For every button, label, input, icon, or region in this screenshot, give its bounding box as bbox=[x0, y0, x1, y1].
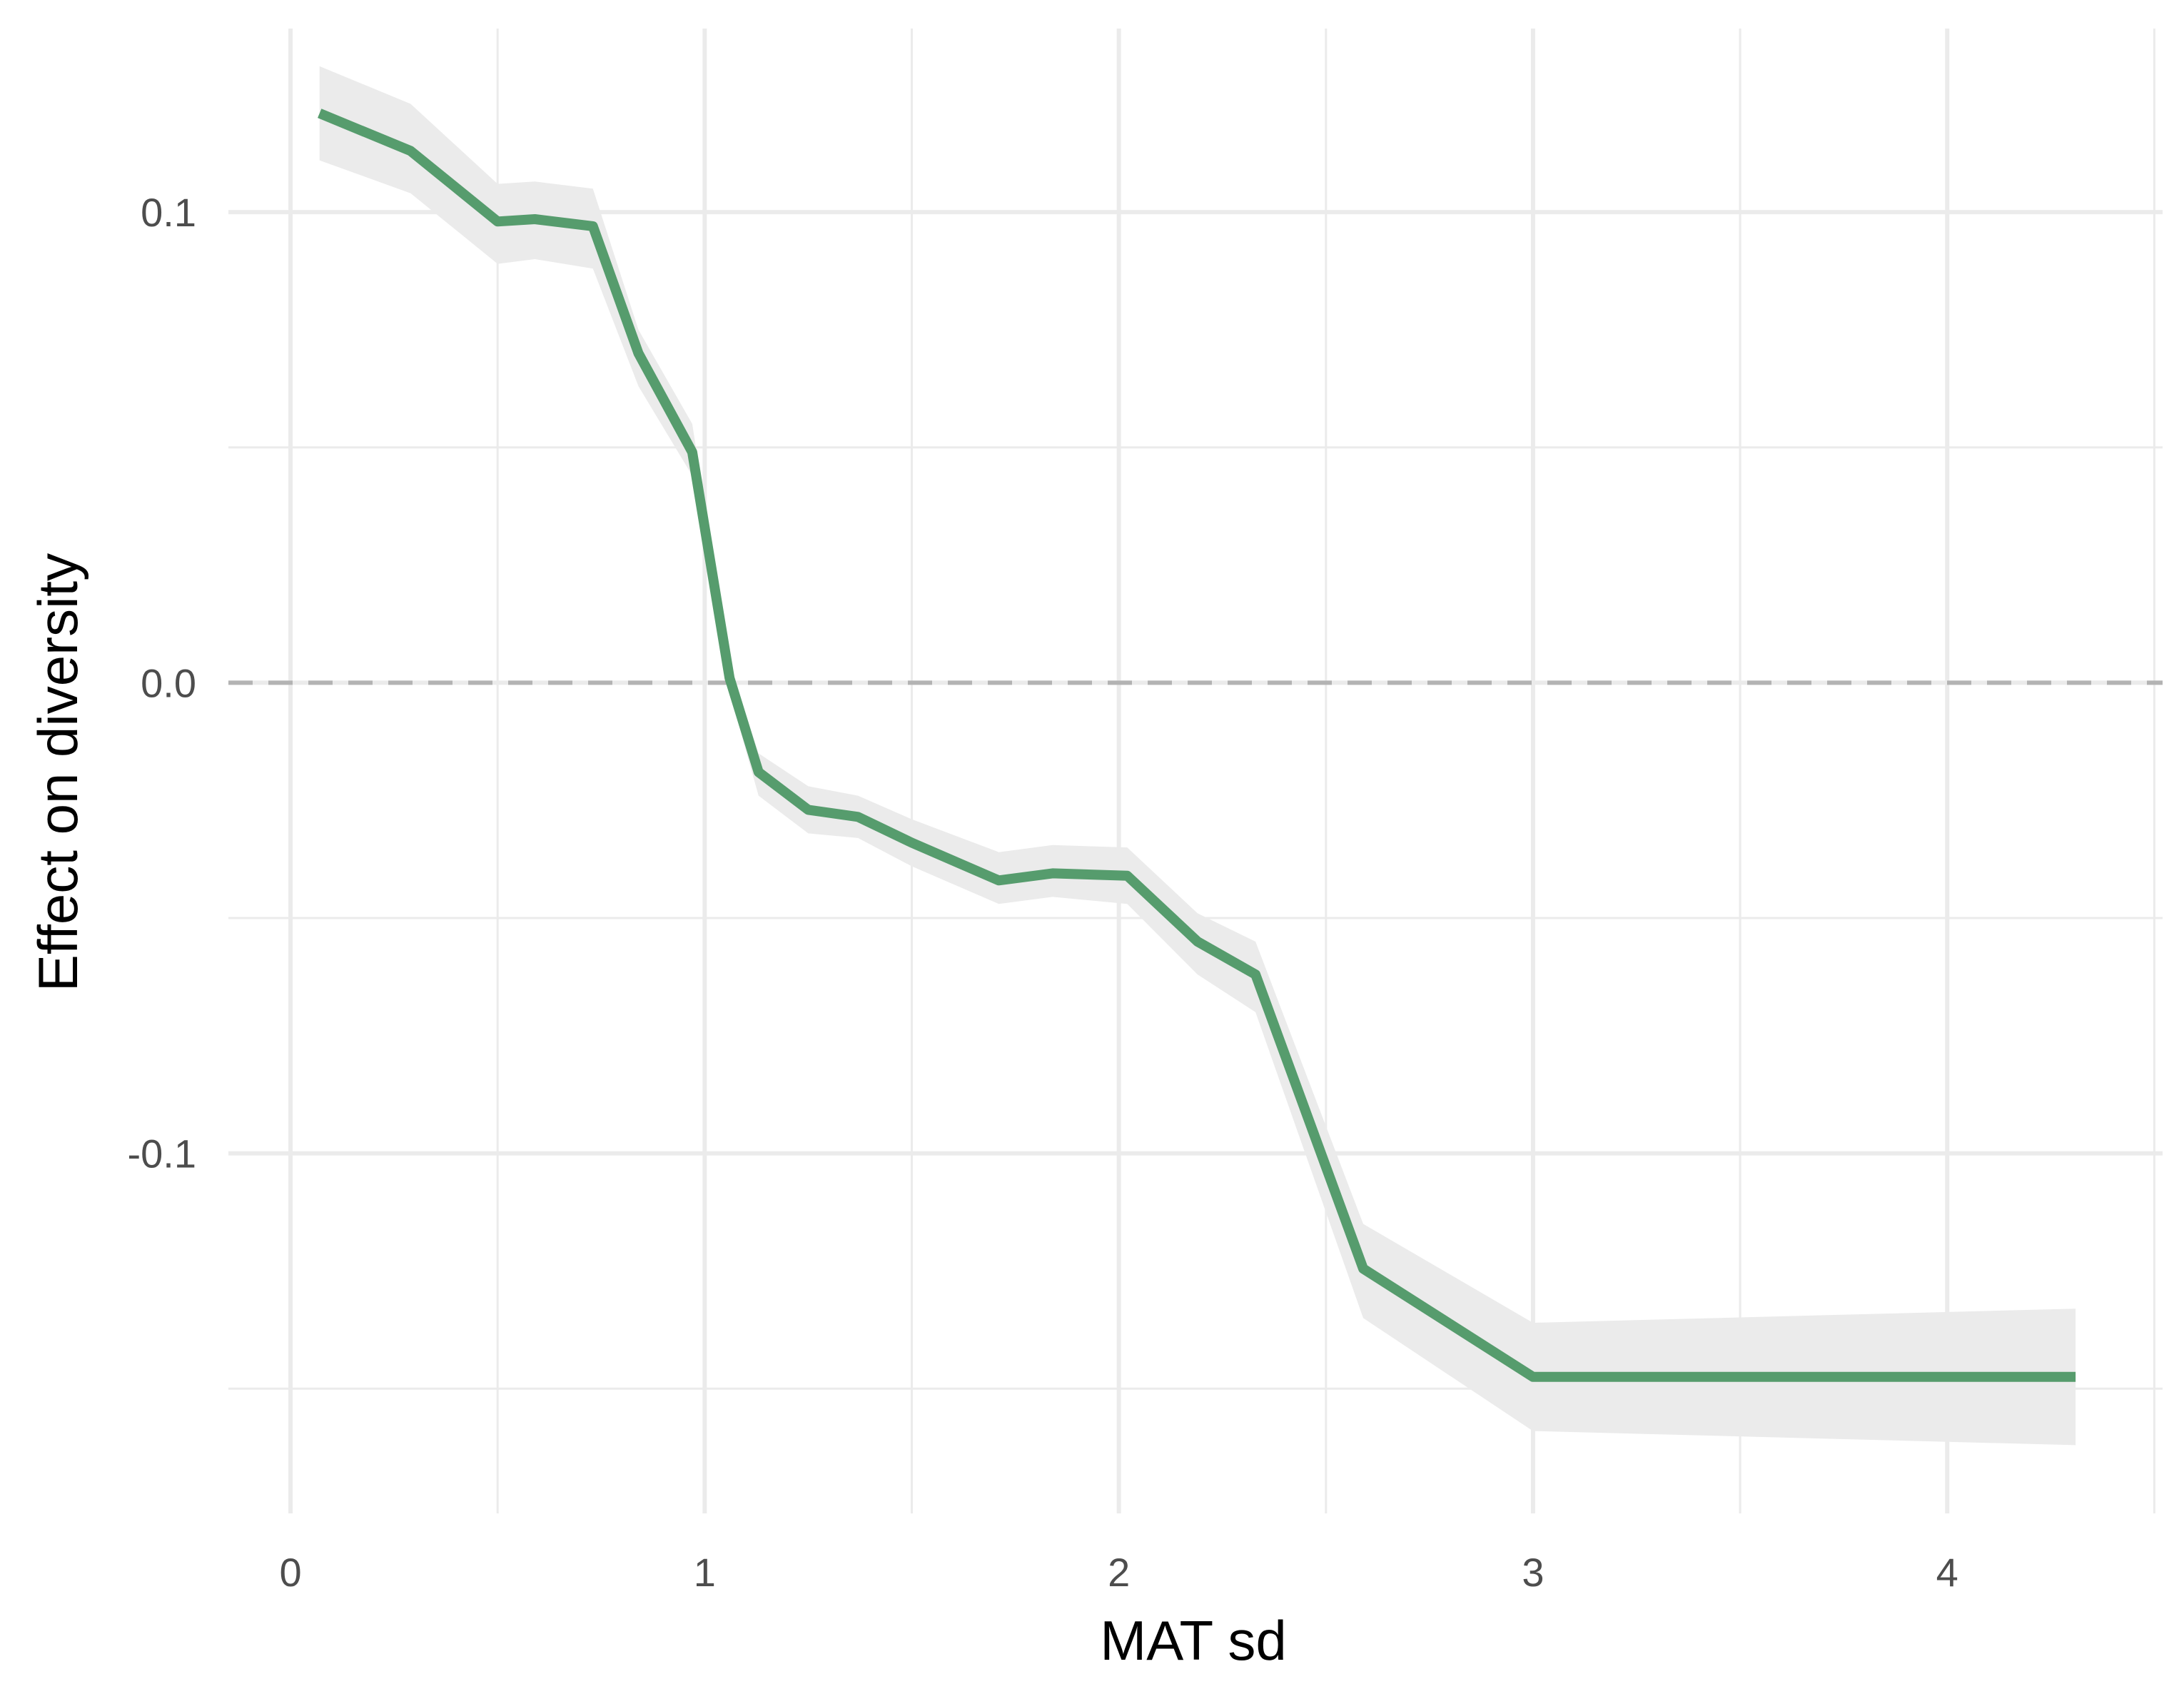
x-tick-label-0: 0 bbox=[279, 1550, 301, 1595]
y-tick-label-1: 0.0 bbox=[141, 660, 196, 705]
x-tick-label-3: 3 bbox=[1522, 1550, 1544, 1595]
x-tick-label-4: 4 bbox=[1936, 1550, 1958, 1595]
x-axis-ticks: 0 1 2 3 4 bbox=[279, 1550, 1958, 1595]
y-tick-label-2: -0.1 bbox=[128, 1131, 197, 1176]
x-axis-title: MAT sd bbox=[1100, 1609, 1287, 1672]
minor-gridlines bbox=[228, 29, 2163, 1513]
x-tick-label-2: 2 bbox=[1108, 1550, 1130, 1595]
confidence-band-0 bbox=[319, 66, 2076, 1446]
y-axis-title: Effect on diversity bbox=[26, 553, 89, 992]
series-line-0 bbox=[318, 109, 2076, 1382]
y-tick-label-0: 0.1 bbox=[141, 190, 196, 235]
x-tick-label-1: 1 bbox=[694, 1550, 716, 1595]
confidence-bands bbox=[319, 66, 2076, 1446]
series-lines bbox=[318, 109, 2076, 1382]
y-axis-ticks: 0.1 0.0 -0.1 bbox=[128, 190, 197, 1176]
